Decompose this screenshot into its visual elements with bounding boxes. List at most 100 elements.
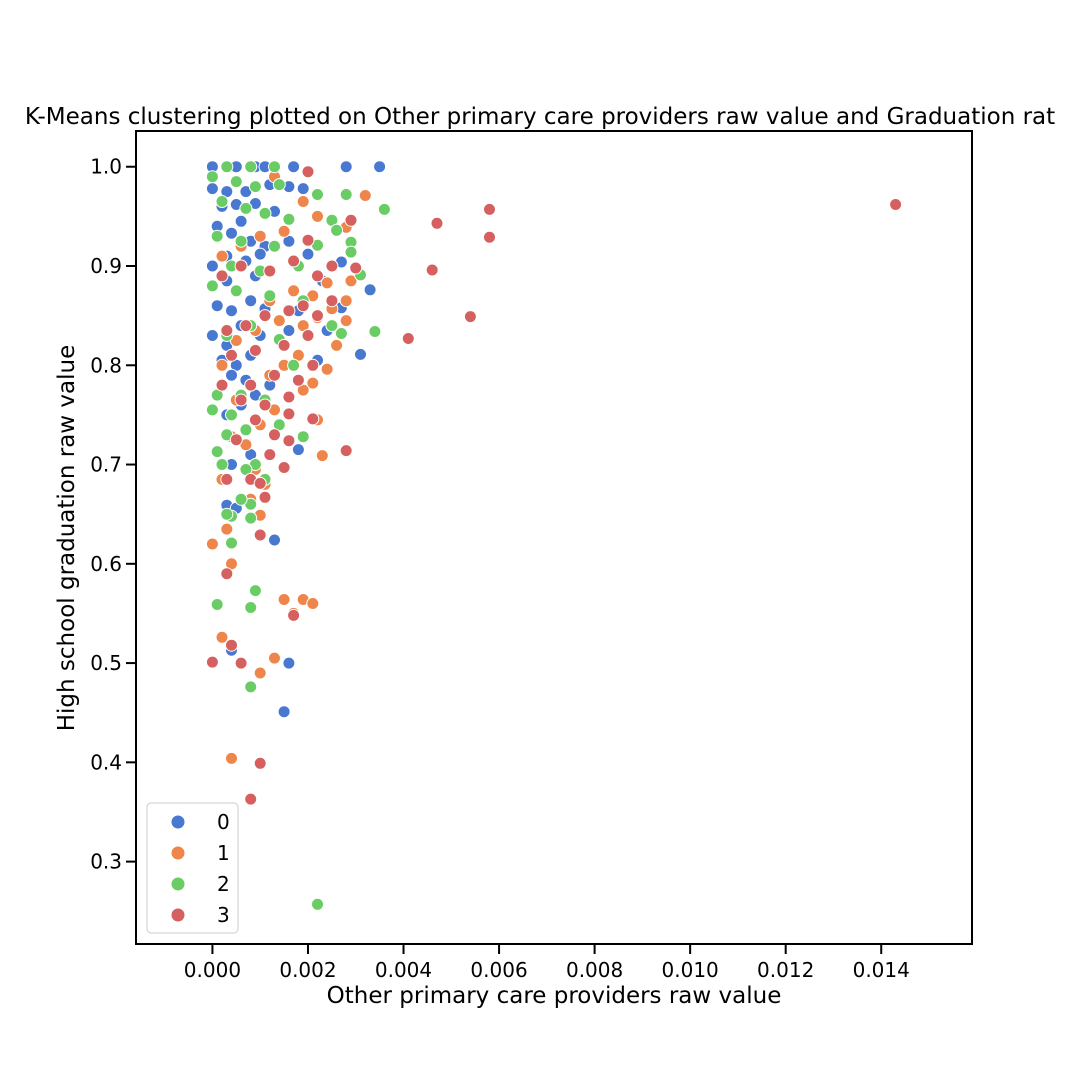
data-point-cluster-1 <box>330 338 344 352</box>
data-point-cluster-1 <box>272 314 286 328</box>
data-point-cluster-1 <box>320 276 334 290</box>
data-point-cluster-1 <box>215 630 229 644</box>
data-point-cluster-2 <box>344 245 358 259</box>
data-point-cluster-3 <box>215 269 229 283</box>
data-point-cluster-2 <box>325 319 339 333</box>
data-point-cluster-3 <box>889 198 903 211</box>
data-point-cluster-3 <box>291 373 305 387</box>
data-point-cluster-3 <box>306 358 320 372</box>
y-axis-label: High school graduation raw value <box>54 345 80 732</box>
data-point-cluster-2 <box>220 507 234 521</box>
legend-label: 2 <box>217 872 230 896</box>
legend-marker <box>170 876 186 892</box>
data-point-cluster-2 <box>225 408 238 422</box>
data-point-cluster-0 <box>287 160 301 174</box>
data-point-cluster-3 <box>344 213 358 227</box>
data-point-cluster-0 <box>282 324 296 337</box>
data-point-cluster-2 <box>244 160 258 174</box>
data-point-cluster-2 <box>339 188 353 201</box>
data-point-cluster-3 <box>229 433 243 447</box>
data-point-cluster-3 <box>258 398 272 412</box>
data-point-cluster-0 <box>339 160 353 174</box>
x-tick-label: 0.008 <box>566 958 623 982</box>
data-point-cluster-3 <box>268 368 281 382</box>
data-point-cluster-3 <box>325 294 339 308</box>
data-point-cluster-3 <box>268 428 281 442</box>
y-tick-label: 0.4 <box>90 750 122 774</box>
data-point-cluster-2 <box>258 206 272 220</box>
data-point-cluster-1 <box>253 666 267 680</box>
data-point-cluster-2 <box>263 289 277 303</box>
data-point-cluster-2 <box>368 325 382 338</box>
data-point-cluster-3 <box>287 608 301 622</box>
data-point-cluster-0 <box>363 283 377 297</box>
data-point-cluster-3 <box>349 261 363 275</box>
data-point-cluster-0 <box>291 443 305 457</box>
x-tick-label: 0.000 <box>184 958 241 982</box>
data-point-cluster-1 <box>205 537 219 551</box>
x-tick-label: 0.014 <box>853 958 910 982</box>
data-point-cluster-1 <box>315 449 329 463</box>
data-point-cluster-3 <box>263 448 277 462</box>
data-point-cluster-0 <box>225 226 238 240</box>
data-point-cluster-0 <box>282 656 296 670</box>
data-point-cluster-2 <box>287 358 301 372</box>
data-point-cluster-3 <box>239 319 253 333</box>
data-point-cluster-3 <box>483 202 496 216</box>
data-point-cluster-3 <box>248 343 262 357</box>
data-point-cluster-3 <box>258 309 272 323</box>
data-point-cluster-1 <box>215 358 229 372</box>
data-point-cluster-2 <box>205 279 219 293</box>
data-point-cluster-3 <box>234 393 248 407</box>
y-tick-label: 0.3 <box>90 850 122 874</box>
legend-label: 1 <box>217 841 230 865</box>
data-point-cluster-2 <box>330 223 344 237</box>
x-tick-label: 0.004 <box>375 958 432 982</box>
data-point-cluster-3 <box>301 329 315 342</box>
data-point-cluster-3 <box>339 444 353 458</box>
data-point-cluster-3 <box>263 264 277 278</box>
data-point-cluster-3 <box>282 304 296 318</box>
data-point-cluster-2 <box>311 897 324 911</box>
data-point-cluster-3 <box>220 567 234 581</box>
y-tick-label: 0.9 <box>90 254 122 278</box>
data-point-cluster-1 <box>277 224 291 238</box>
data-point-cluster-3 <box>430 216 444 230</box>
data-point-cluster-3 <box>205 655 219 669</box>
data-point-cluster-0 <box>354 347 367 361</box>
data-point-cluster-3 <box>277 461 291 474</box>
y-tick-label: 1.0 <box>90 155 122 179</box>
legend-marker <box>170 814 186 830</box>
data-point-cluster-3 <box>311 309 324 323</box>
data-point-cluster-2 <box>220 160 234 174</box>
data-point-cluster-3 <box>225 638 238 652</box>
data-point-cluster-0 <box>205 182 219 196</box>
data-point-cluster-1 <box>339 314 353 328</box>
data-point-cluster-3 <box>244 792 258 806</box>
legend-marker <box>170 907 186 923</box>
data-point-cluster-3 <box>220 472 234 486</box>
data-point-cluster-3 <box>277 338 291 352</box>
data-point-cluster-1 <box>225 751 238 765</box>
data-point-cluster-1 <box>220 522 234 536</box>
data-point-cluster-3 <box>220 324 234 337</box>
legend: 0 1 2 3 <box>146 802 239 934</box>
legend-marker <box>170 845 186 861</box>
data-point-cluster-2 <box>239 201 253 215</box>
data-point-cluster-3 <box>253 528 267 542</box>
data-point-cluster-3 <box>463 310 477 324</box>
data-point-cluster-0 <box>268 533 281 547</box>
x-axis-label: Other primary care providers raw value <box>327 983 782 1009</box>
plot-frame <box>135 130 973 945</box>
data-point-cluster-0 <box>296 182 310 196</box>
data-point-cluster-1 <box>287 284 301 298</box>
data-point-cluster-3 <box>282 390 296 404</box>
legend-label: 0 <box>217 810 230 834</box>
data-point-cluster-1 <box>306 376 320 390</box>
data-point-cluster-2 <box>234 492 248 506</box>
data-point-cluster-2 <box>225 536 238 550</box>
x-axis: 0.000 0.002 0.004 0.006 0.008 0.010 0.012 0.014 <box>184 944 910 982</box>
data-point-cluster-2 <box>210 229 224 243</box>
data-point-cluster-3 <box>306 412 320 426</box>
data-point-cluster-3 <box>234 259 248 273</box>
